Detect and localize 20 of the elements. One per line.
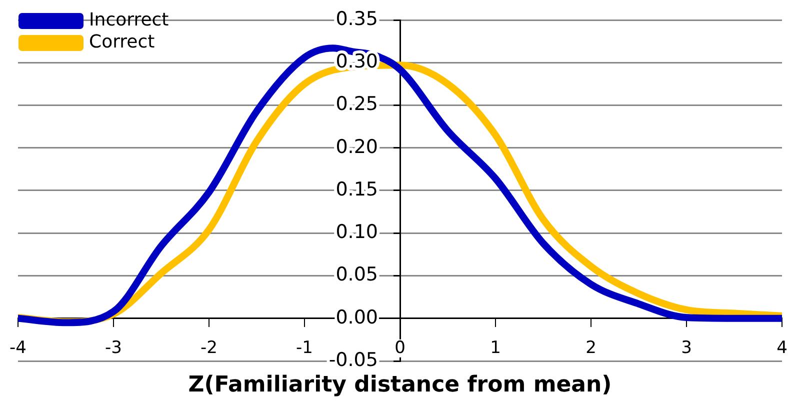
y-tick-label: 0.25 — [336, 93, 378, 116]
y-tick-label: 0.15 — [336, 178, 378, 200]
x-tick-label: -4 — [10, 338, 26, 358]
x-tick-label: -3 — [105, 338, 122, 358]
x-axis-title: Z(Familiarity distance from mean) — [188, 372, 612, 398]
x-tick-label: 1 — [490, 338, 501, 358]
x-tick-label: -1 — [296, 338, 313, 358]
legend-label: Incorrect — [89, 10, 169, 31]
y-tick-label: -0.05 — [328, 348, 378, 371]
legend-label: Correct — [89, 32, 155, 53]
y-tick-label: 0.10 — [336, 221, 378, 244]
x-tick-label: 0 — [394, 338, 406, 358]
x-tick-label: 2 — [586, 338, 596, 358]
y-tick-label: 0.35 — [336, 8, 378, 30]
y-tick-label: 0.20 — [336, 136, 378, 158]
x-tick-label: -2 — [200, 338, 218, 358]
x-tick-label: 4 — [776, 338, 788, 358]
y-tick-label: 0.00 — [336, 306, 378, 328]
y-tick-label: 0.05 — [336, 264, 378, 286]
x-tick-label: 3 — [681, 338, 692, 358]
